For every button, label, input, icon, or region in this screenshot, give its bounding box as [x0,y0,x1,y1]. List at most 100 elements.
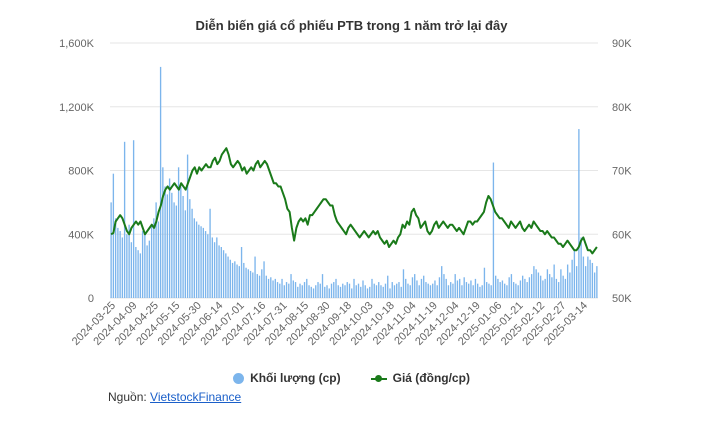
volume-bar [252,272,254,298]
volume-bar [186,154,189,298]
volume-bar [393,285,396,298]
volume-bar [231,262,234,298]
right-axis-tick-label: 80K [612,102,632,114]
volume-bar [303,282,306,298]
volume-bar [247,269,249,298]
volume-bar [141,231,144,298]
volume-bar [326,285,328,298]
volume-bar [335,278,337,299]
volume-bar [450,282,452,298]
volume-bar [123,141,126,298]
volume-bar [463,277,465,298]
volume-bar [209,208,211,298]
volume-bar [593,272,596,298]
volume-bar [308,285,310,298]
volume-bar [472,285,474,298]
volume-bar [191,208,193,298]
volume-bar [569,272,571,298]
source-link[interactable]: VietstockFinance [150,390,242,404]
volume-bar [270,277,272,298]
volume-bar [351,288,353,298]
volume-bar [539,275,542,298]
volume-bar [423,275,425,298]
volume-bar [319,283,321,298]
legend-item-volume[interactable]: Khối lượng (cp) [233,371,341,385]
volume-bar [294,282,297,298]
volume-bar [117,227,119,299]
volume-bar [162,167,164,298]
volume-bar [310,286,312,298]
volume-bar [283,285,285,298]
legend-volume-label: Khối lượng (cp) [250,371,341,385]
volume-bar [517,285,519,298]
volume-bar [548,274,551,298]
volume-bar [321,274,324,298]
volume-bar [441,266,443,299]
volume-bar [582,256,585,298]
volume-bar [497,278,499,299]
volume-bar [409,285,411,298]
volume-bar [411,277,414,298]
volume-bar [542,280,544,298]
volume-bar [528,277,531,298]
volume-bar [110,202,112,299]
volume-bar [301,285,303,298]
volume-bar [362,280,364,298]
volume-bar [454,274,456,298]
volume-bar [504,283,506,298]
chart-legend: Khối lượng (cp) Giá (đồng/cp) [0,371,703,385]
volume-bar [285,282,288,298]
volume-bar [218,245,220,298]
volume-bar [452,283,454,298]
volume-bar [267,278,270,299]
volume-bar [591,262,594,298]
chart-plot-area: 0 400K 800K 1,200K 1,600K 50K 60K 70K 80K 90K 20… [59,38,632,348]
volume-bar [456,280,459,298]
volume-bar [126,234,128,298]
volume-bar [402,269,405,298]
volume-bar [427,283,429,298]
volume-bar [447,285,450,298]
volume-bar [387,275,389,298]
volume-bar [256,274,258,298]
volume-bar [346,282,348,298]
volume-bar [407,283,409,298]
left-axis-tick-label: 800K [68,166,94,178]
volume-bar [490,285,492,298]
volume-bar [137,250,139,298]
volume-bar [544,278,546,299]
volume-bar [414,274,416,298]
volume-bar [182,196,184,298]
volume-bar [508,277,510,298]
volume-bar [571,259,573,298]
right-axis-tick-label: 70K [612,166,632,178]
volume-bar [483,267,486,298]
volume-bar [578,129,580,298]
volume-bar [171,192,173,298]
volume-bar [555,278,558,299]
volume-bar [121,237,124,298]
volume-bars [110,66,598,299]
volume-bar [333,282,335,298]
volume-bar [360,286,362,298]
volume-bar [445,278,447,299]
volume-bar [384,283,387,298]
volume-bar [474,278,477,299]
volume-bar [292,280,294,298]
volume-bar [339,286,342,298]
source-note: Nguồn: VietstockFinance [108,390,241,404]
volume-bar [530,274,533,298]
volume-bar [220,247,222,298]
right-axis-tick-label: 50K [612,293,632,305]
volume-bar [238,266,240,299]
legend-item-price[interactable]: Giá (đồng/cp) [370,371,470,385]
volume-bar [276,282,279,298]
chart-title: Diễn biến giá cổ phiếu PTB trong 1 năm t… [195,18,508,33]
volume-bar [510,274,513,298]
price-legend-marker [370,373,387,384]
volume-bar [189,199,191,298]
volume-bar [564,278,567,299]
volume-bar [373,283,375,298]
volume-bar [342,283,344,298]
volume-bar [481,285,483,298]
